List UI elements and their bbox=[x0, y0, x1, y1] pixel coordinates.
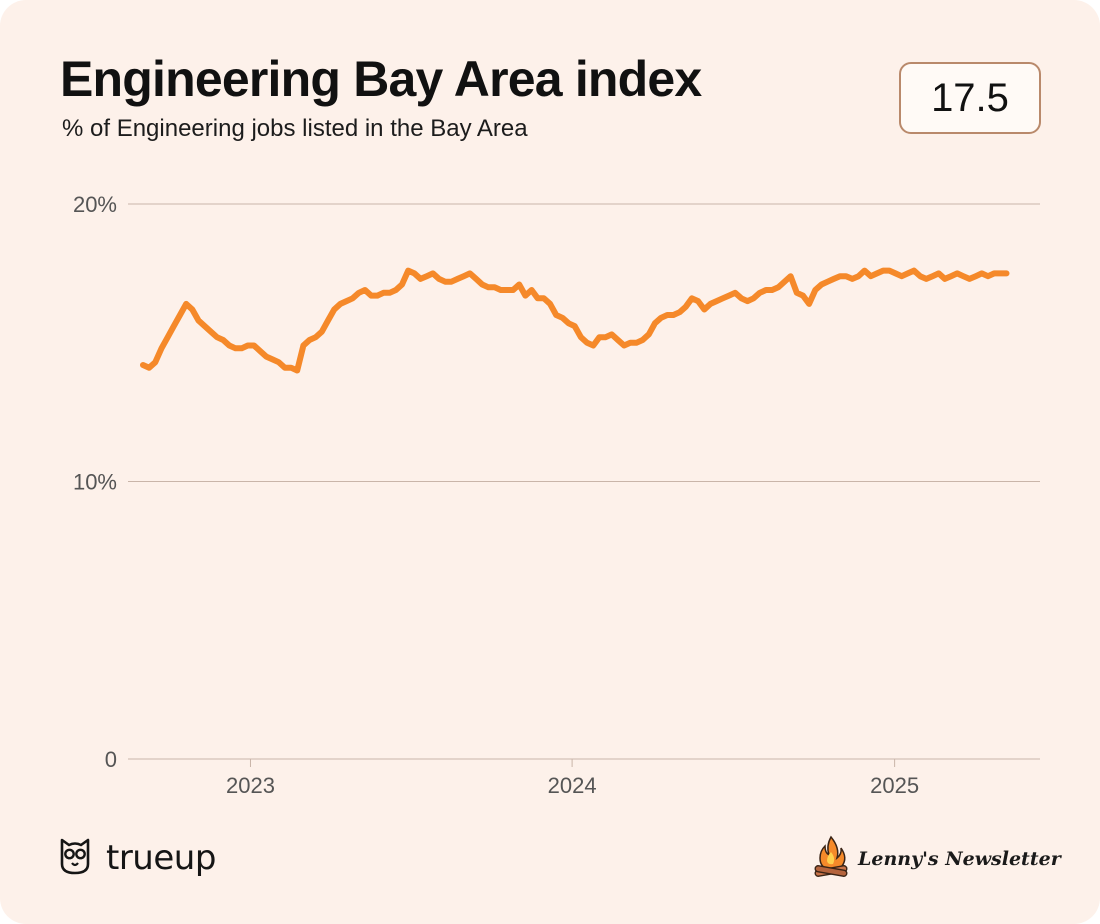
newsletter-brand: Lenny's Newsletter bbox=[812, 834, 1061, 883]
y-tick-label: 0 bbox=[105, 747, 117, 772]
newsletter-name: Lenny's Newsletter bbox=[858, 847, 1061, 870]
chart-subtitle: % of Engineering jobs listed in the Bay … bbox=[62, 115, 528, 142]
x-tick-label: 2024 bbox=[548, 773, 597, 798]
campfire-icon bbox=[812, 834, 850, 883]
y-tick-label: 10% bbox=[73, 470, 117, 495]
chart-title: Engineering Bay Area index bbox=[60, 51, 702, 107]
y-tick-label: 20% bbox=[73, 192, 117, 217]
current-value-badge: 17.5 bbox=[899, 62, 1041, 134]
brand-name: trueup bbox=[106, 837, 216, 878]
series-line bbox=[140, 267, 1010, 374]
x-tick-label: 2025 bbox=[870, 773, 919, 798]
owl-icon bbox=[58, 834, 92, 881]
trueup-brand: trueup bbox=[58, 834, 216, 881]
x-tick-label: 2023 bbox=[226, 773, 275, 798]
